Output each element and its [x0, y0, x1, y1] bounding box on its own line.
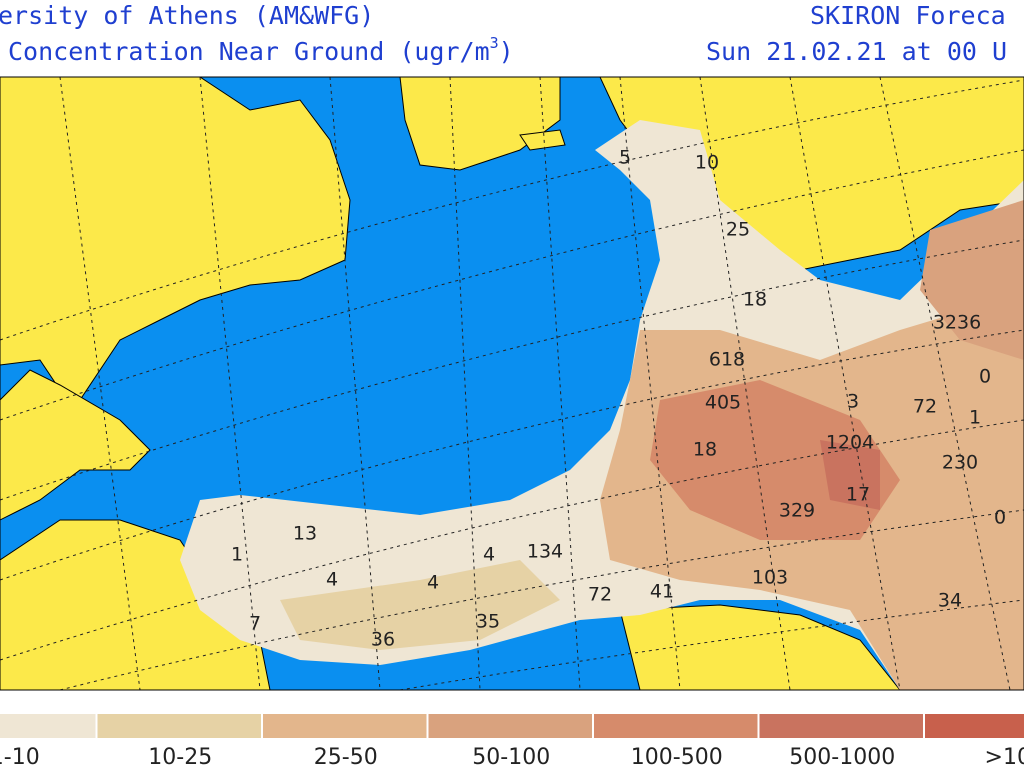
map-label: 13: [293, 523, 317, 545]
dust-east: [920, 200, 1024, 360]
legend-label: 100-500: [631, 745, 723, 768]
map-label: 329: [779, 500, 815, 522]
map-label: 25: [726, 219, 750, 241]
map-label: 0: [979, 366, 991, 388]
map-label: 41: [650, 581, 674, 603]
map: [0, 76, 1024, 691]
legend-swatch: [594, 714, 758, 738]
map-frame: [0, 76, 1024, 691]
legend-label: 1-10: [0, 745, 40, 768]
legend-swatch: [263, 714, 427, 738]
header-model: SKIRON Foreca: [810, 1, 1006, 30]
legend-label: 500-1000: [789, 745, 895, 768]
legend-label: 25-50: [314, 745, 378, 768]
legend-swatch: [97, 714, 261, 738]
map-label: 103: [752, 567, 788, 589]
subtitle-text: Concentration Near Ground (ugr/m: [8, 37, 490, 66]
map-label: 4: [483, 544, 495, 566]
header-subtitle: Concentration Near Ground (ugr/m3): [8, 34, 514, 66]
legend-swatch: [925, 714, 1024, 738]
map-label: 1: [231, 544, 243, 566]
legend-label: >10: [985, 745, 1024, 768]
map-label: 35: [476, 611, 500, 633]
map-label: 17: [846, 484, 870, 506]
map-label: 72: [588, 584, 612, 606]
dust-plume: [280, 560, 560, 650]
superscript: 3: [490, 34, 499, 52]
legend-label: 50-100: [472, 745, 550, 768]
map-label: 72: [913, 396, 937, 418]
subtitle-close: ): [499, 37, 514, 66]
graticule: [0, 77, 1024, 690]
header-title: ersity of Athens (AM&WFG): [0, 1, 374, 30]
legend-swatch: [759, 714, 923, 738]
map-label: 134: [527, 541, 563, 563]
map-label: 618: [709, 349, 745, 371]
legend-swatch: [428, 714, 592, 738]
map-label: 4: [427, 572, 439, 594]
map-label: 36: [371, 629, 395, 651]
map-label: 405: [705, 392, 741, 414]
map-label: 18: [743, 289, 767, 311]
map-label: 18: [693, 439, 717, 461]
map-label: 10: [695, 152, 719, 174]
header-date: Sun 21.02.21 at 00 U: [706, 37, 1007, 66]
legend: 1-10 10-25 25-50 50-100 100-500 500-1000 >10: [0, 714, 1024, 768]
map-label: 0: [994, 507, 1006, 529]
map-label: 34: [938, 590, 962, 612]
legend-label: 10-25: [148, 745, 212, 768]
map-label: 4: [326, 569, 338, 591]
map-label: 1: [969, 407, 981, 429]
map-label: 1204: [826, 432, 874, 454]
map-label: 3: [847, 391, 859, 413]
map-label: 7: [249, 613, 261, 635]
map-label: 5: [619, 147, 631, 169]
map-label: 3236: [933, 312, 981, 334]
map-label: 230: [942, 452, 978, 474]
legend-swatch: [0, 714, 96, 738]
